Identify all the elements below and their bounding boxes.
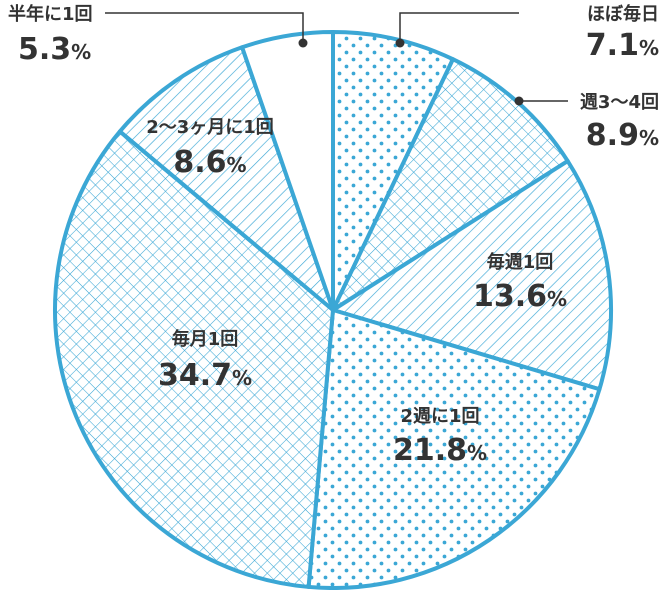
slice-value: 7.1% (586, 28, 659, 63)
pie-slice (117, 45, 335, 312)
leaders-layer (105, 12, 568, 106)
pie-slice (306, 308, 602, 590)
labels-layer: ほぼ毎日 7.1% 週3〜4回 8.9% 毎週1回 13.6% 2週に1回 21.8% 毎月1回… (8, 3, 659, 468)
slice-value: 21.8% (393, 433, 487, 468)
slice-value: 8.6% (173, 145, 246, 180)
pie-slice (331, 30, 455, 312)
slices-layer (52, 30, 613, 590)
leader-dot (395, 38, 405, 48)
leader-line (399, 12, 519, 43)
pie-slice (52, 129, 335, 589)
slice-label: 半年に1回 (8, 3, 93, 25)
leader-line (105, 12, 304, 43)
slice-value: 34.7% (158, 358, 252, 393)
pie-slice (240, 30, 335, 312)
slice-label: 毎週1回 (487, 251, 554, 273)
slice-label: 2〜3ヶ月に1回 (146, 117, 274, 138)
pie-slice (331, 159, 613, 392)
leader-dot (514, 96, 524, 106)
slice-label: 2週に1回 (400, 406, 479, 427)
slice-label: 毎月1回 (172, 328, 239, 350)
slice-value: 13.6% (473, 279, 567, 314)
slice-value: 5.3% (18, 32, 91, 67)
leader-dot (298, 38, 308, 48)
slice-label: ほぼ毎日 (587, 3, 659, 25)
slice-label: 週3〜4回 (580, 92, 659, 113)
slice-value: 8.9% (586, 118, 659, 153)
